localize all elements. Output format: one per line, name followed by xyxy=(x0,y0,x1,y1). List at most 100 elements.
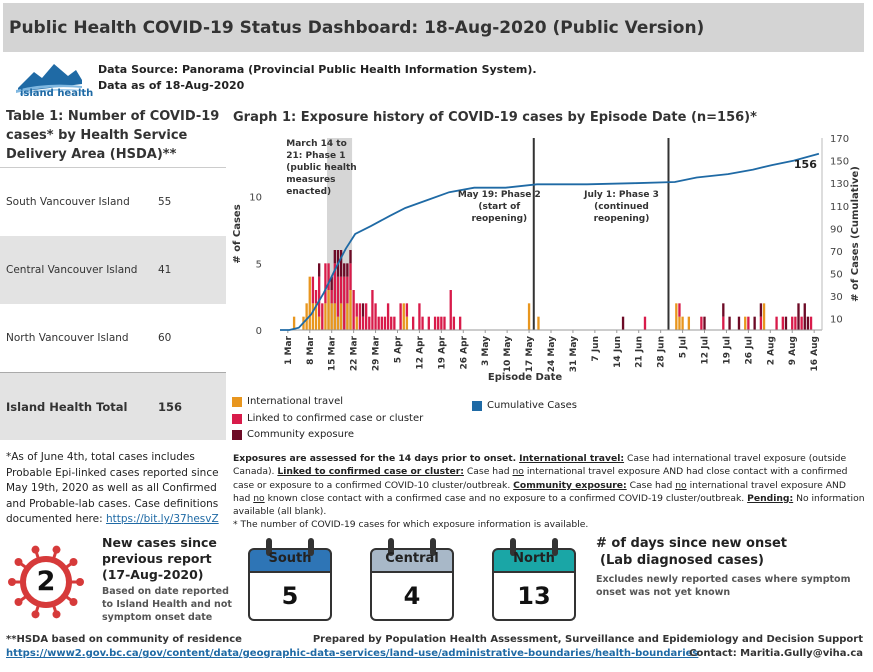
new-cases-subtitle: Based on date reported to Island Health … xyxy=(102,586,232,623)
days-since-title: # of days since new onset xyxy=(596,536,788,551)
x-tick-label: 17 May xyxy=(525,336,535,372)
bar-international xyxy=(333,303,336,330)
x-tick-label: 26 Jul xyxy=(744,336,754,365)
bar-linked xyxy=(443,316,446,330)
x-tick-label: 12 Apr xyxy=(415,335,425,369)
legend-label: Cumulative Cases xyxy=(487,400,577,411)
calendar-body xyxy=(492,573,576,621)
calendar-ring-icon xyxy=(308,538,314,556)
bar-linked xyxy=(368,316,371,330)
bar-international xyxy=(744,316,747,330)
table-row: North Vancouver Island 60 xyxy=(0,304,226,372)
health-boundaries-link[interactable]: https://www2.gov.bc.ca/gov/content/data/… xyxy=(6,648,699,659)
graph1-title: Graph 1: Exposure history of COVID-19 ca… xyxy=(233,110,757,125)
bar-international xyxy=(317,316,321,330)
bar-international xyxy=(681,316,684,330)
bar-community xyxy=(330,276,333,290)
virus-spike xyxy=(14,597,23,606)
legend-international: International travel xyxy=(232,396,343,407)
notes-term: International travel: xyxy=(519,453,625,464)
bar-linked xyxy=(343,276,346,330)
bar-linked xyxy=(314,290,318,304)
bar-linked xyxy=(380,316,383,330)
exposure-definitions: Exposures are assessed for the 14 days p… xyxy=(233,452,865,532)
table1-title: Table 1: Number of COVID-19 cases* by He… xyxy=(6,109,220,162)
bar-linked xyxy=(747,316,750,330)
notes-text: No information available (all blank). xyxy=(233,492,865,518)
total-name: Island Health Total xyxy=(6,399,128,414)
virus-spike xyxy=(52,545,61,554)
bar-linked xyxy=(643,316,647,330)
x-tick-label: 12 Jul xyxy=(701,336,711,365)
bar-linked xyxy=(317,276,321,317)
bar-linked xyxy=(355,303,358,317)
bar-linked xyxy=(449,290,452,330)
bar-community xyxy=(803,303,806,330)
legend-label: Linked to confirmed case or cluster xyxy=(247,413,424,424)
y2-tick-label: 50 xyxy=(830,270,843,281)
x-tick-label: 28 Jun xyxy=(657,336,667,368)
cumulative-line xyxy=(280,152,820,331)
bar-linked xyxy=(321,303,324,330)
data-as-of-line: Data as of 18-Aug-2020 xyxy=(98,79,245,92)
phase-annotation: (continued xyxy=(594,202,649,212)
virus-spike xyxy=(52,610,61,619)
x-tick-label: 29 Mar xyxy=(372,335,382,371)
calendar-header xyxy=(492,548,576,573)
bar-community xyxy=(317,263,321,277)
table-total-row: Island Health Total 156 xyxy=(0,372,226,440)
calendar-ring-icon xyxy=(510,538,516,556)
data-source: Data Source: Panorama (Provincial Public… xyxy=(98,62,537,94)
bar-linked xyxy=(336,276,340,317)
new-cases-info: New cases since previous report (17-Aug-… xyxy=(102,535,232,624)
legend-swatch xyxy=(232,396,242,407)
legend-linked: Linked to confirmed case or cluster xyxy=(232,413,423,424)
case-definition-link[interactable]: https://bit.ly/37hesvZ xyxy=(105,513,219,525)
phase-annotation: May 19: Phase 2 xyxy=(458,190,541,200)
bar-linked xyxy=(700,316,703,330)
bar-international xyxy=(324,303,327,330)
x-tick-label: 8 Mar xyxy=(306,335,316,364)
bar-international xyxy=(336,316,340,330)
bar-international xyxy=(402,303,405,330)
bar-linked xyxy=(333,263,336,304)
bar-international xyxy=(527,303,531,330)
calendar-label: Central xyxy=(385,551,439,566)
bar-linked xyxy=(418,303,421,330)
virus-spike xyxy=(76,578,84,586)
virus-spike xyxy=(31,545,40,554)
x-tick-label: 19 Jul xyxy=(722,336,732,365)
exposure-history-chart: 0 5 10 10 30 50 70 90 110 130 150 170 # of Cases # of… xyxy=(232,134,861,383)
y2-tick-label: 110 xyxy=(830,202,849,213)
legend-cumulative: Cumulative Cases xyxy=(472,400,577,411)
bar-linked xyxy=(349,263,352,290)
bar-linked xyxy=(324,263,327,304)
x-tick-label: 14 Jun xyxy=(613,336,623,368)
table-row: Central Vancouver Island 41 xyxy=(0,236,226,304)
calendar-central: Central 4 xyxy=(370,537,454,623)
bar-community xyxy=(339,250,343,277)
days-since-title2: (Lab diagnosed cases) xyxy=(600,553,764,568)
calendar-north: North 13 xyxy=(492,537,576,623)
bar-international xyxy=(678,316,681,330)
bar-linked xyxy=(374,303,377,330)
phase-annotation: 21: Phase 1 xyxy=(286,151,345,161)
hsda-count: 41 xyxy=(158,264,172,276)
virus-icon xyxy=(8,545,84,619)
bar-community xyxy=(349,250,352,264)
bar-linked xyxy=(371,290,374,330)
x-tick-label: 26 Apr xyxy=(459,335,469,369)
bar-linked xyxy=(383,316,387,330)
hsda-table: South Vancouver Island 55 Central Vancou… xyxy=(0,167,226,440)
virus-spike xyxy=(69,558,78,567)
bar-linked xyxy=(393,316,396,330)
notes-emphasis: no xyxy=(253,492,265,504)
x-tick-label: 19 Apr xyxy=(437,335,447,369)
bar-linked xyxy=(775,316,778,330)
notes-text: Case had xyxy=(463,466,513,478)
virus-spike xyxy=(31,610,40,619)
hsda-count: 60 xyxy=(158,332,172,344)
notes-emphasis: no xyxy=(675,479,687,491)
island-health-logo-icon xyxy=(16,64,82,95)
bar-linked xyxy=(791,316,794,330)
